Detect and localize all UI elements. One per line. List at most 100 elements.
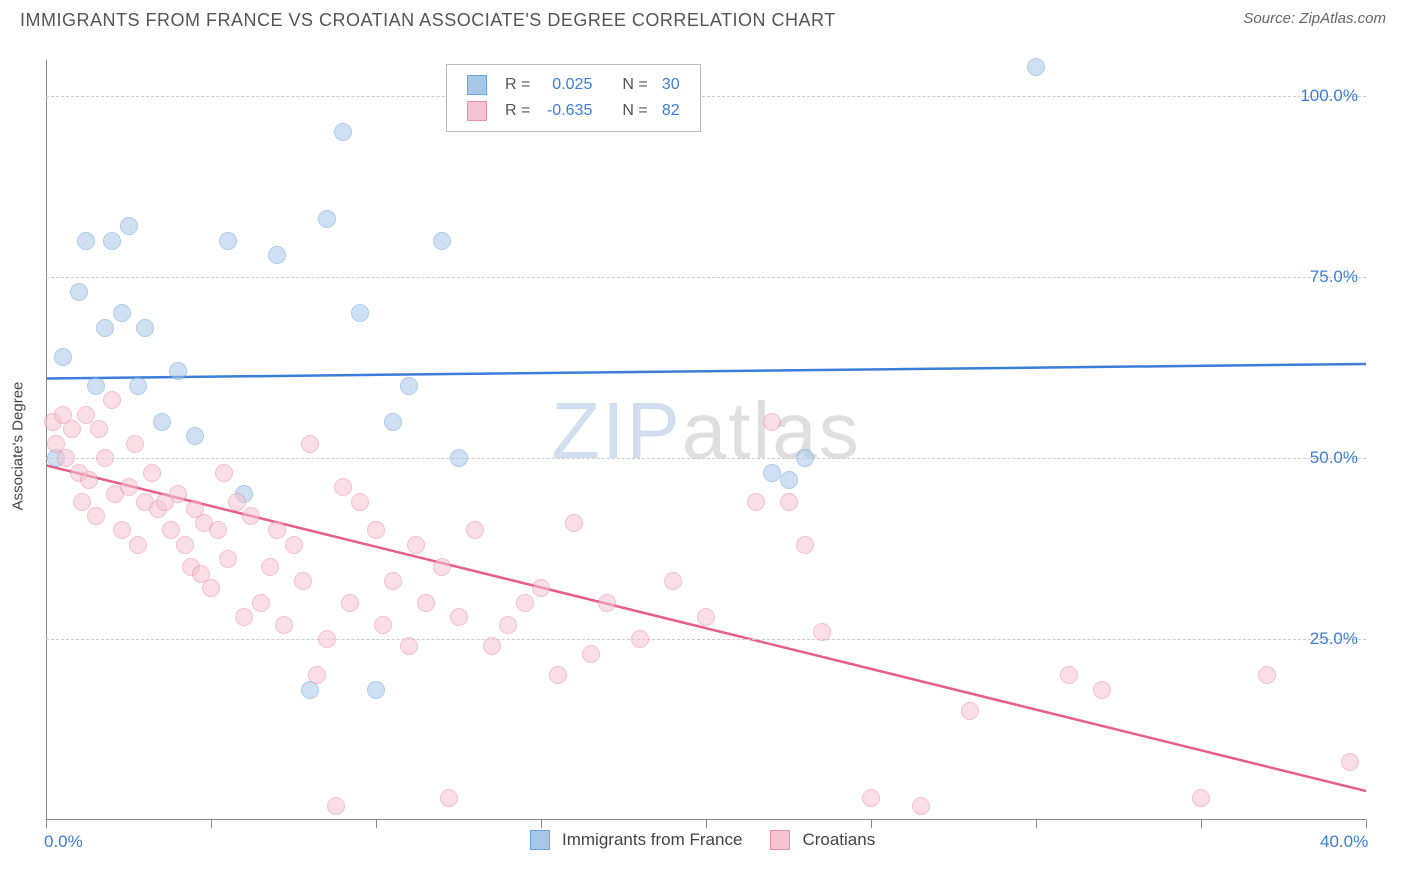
x-tick-max: 40.0% [1320,832,1368,852]
data-point-croatians [912,797,930,815]
data-point-croatians [813,623,831,641]
data-point-france [129,377,147,395]
legend-N-label: N = [616,99,653,123]
data-point-croatians [516,594,534,612]
data-point-france [268,246,286,264]
plot-surface: ZIPatlas 25.0% 50.0% 75.0% 100.0% [46,60,1366,820]
chart-plot-area: ZIPatlas 25.0% 50.0% 75.0% 100.0% R =0.025 N… [46,60,1366,820]
data-point-croatians [763,413,781,431]
data-point-france [169,362,187,380]
data-point-france [96,319,114,337]
data-point-croatians [351,493,369,511]
data-point-croatians [318,630,336,648]
data-point-croatians [1258,666,1276,684]
legend-swatch-croatians [467,101,487,121]
data-point-france [334,123,352,141]
data-point-croatians [294,572,312,590]
data-point-france [113,304,131,322]
data-point-croatians [450,608,468,626]
legend-item-croatians: Croatians [770,830,875,850]
data-point-france [400,377,418,395]
data-point-croatians [961,702,979,720]
data-point-france [136,319,154,337]
gridline [46,458,1366,459]
legend-item-france: Immigrants from France [530,830,742,850]
data-point-croatians [549,666,567,684]
data-point-croatians [384,572,402,590]
x-tick-min: 0.0% [44,832,83,852]
x-tick [541,820,542,828]
data-point-croatians [90,420,108,438]
data-point-croatians [126,435,144,453]
data-point-france [54,348,72,366]
data-point-croatians [440,789,458,807]
data-point-croatians [565,514,583,532]
data-point-croatians [252,594,270,612]
data-point-france [351,304,369,322]
chart-header: IMMIGRANTS FROM FRANCE VS CROATIAN ASSOC… [0,0,1406,31]
data-point-croatians [417,594,435,612]
legend-swatch-france [530,830,550,850]
legend-label-croatians: Croatians [802,830,875,850]
trend-line-france [46,364,1366,378]
data-point-croatians [367,521,385,539]
data-point-croatians [308,666,326,684]
data-point-france [763,464,781,482]
x-tick [1201,820,1202,828]
y-tick-label: 75.0% [1310,267,1358,287]
data-point-france [186,427,204,445]
data-point-croatians [215,464,233,482]
gridline [46,96,1366,97]
data-point-croatians [483,637,501,655]
data-point-croatians [63,420,81,438]
legend-R-label: R = [499,99,536,123]
data-point-croatians [1060,666,1078,684]
gridline [46,639,1366,640]
data-point-france [219,232,237,250]
watermark: ZIPatlas [551,385,860,477]
x-tick [871,820,872,828]
data-point-croatians [598,594,616,612]
data-point-france [77,232,95,250]
data-point-france [153,413,171,431]
data-point-croatians [73,493,91,511]
data-point-croatians [1341,753,1359,771]
data-point-croatians [80,471,98,489]
data-point-croatians [301,435,319,453]
y-tick-label: 100.0% [1300,86,1358,106]
data-point-france [120,217,138,235]
data-point-france [384,413,402,431]
data-point-croatians [96,449,114,467]
data-point-croatians [433,558,451,576]
data-point-croatians [341,594,359,612]
data-point-france [318,210,336,228]
data-point-croatians [334,478,352,496]
data-point-croatians [374,616,392,634]
data-point-croatians [209,521,227,539]
data-point-croatians [235,608,253,626]
y-tick-label: 25.0% [1310,629,1358,649]
data-point-france [780,471,798,489]
legend-swatch-france [467,75,487,95]
y-tick-label: 50.0% [1310,448,1358,468]
data-point-croatians [113,521,131,539]
legend-R-value-france: 0.025 [538,73,598,97]
correlation-legend: R =0.025N =30R =-0.635N =82 [446,64,701,132]
x-tick [376,820,377,828]
trend-lines [46,60,1366,820]
legend-label-france: Immigrants from France [562,830,742,850]
data-point-croatians [202,579,220,597]
data-point-croatians [242,507,260,525]
data-point-croatians [747,493,765,511]
data-point-croatians [532,579,550,597]
data-point-france [103,232,121,250]
data-point-croatians [120,478,138,496]
legend-R-label: R = [499,73,536,97]
data-point-france [367,681,385,699]
data-point-croatians [228,493,246,511]
data-point-croatians [631,630,649,648]
data-point-croatians [129,536,147,554]
x-tick [1366,820,1367,828]
data-point-croatians [400,637,418,655]
data-point-croatians [268,521,286,539]
